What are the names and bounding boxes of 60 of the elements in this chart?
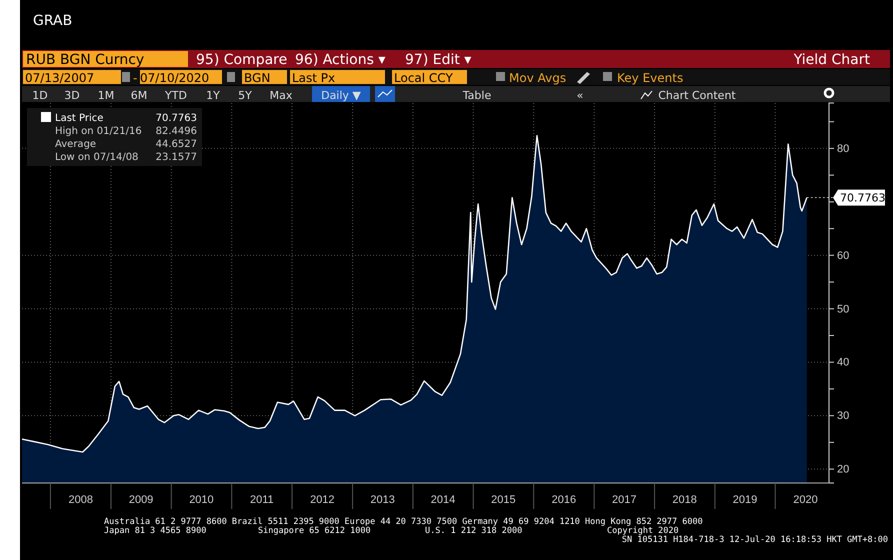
x-tick-label: 2011 xyxy=(250,494,274,506)
text: - xyxy=(133,71,138,85)
text: 95) Compare xyxy=(196,52,288,68)
text: Daily ▼ xyxy=(321,89,362,102)
text: Mov Avgs xyxy=(509,71,566,85)
chart-title: GRAB xyxy=(33,13,72,29)
text: 96) Actions ▾ xyxy=(295,52,386,68)
x-tick-label: 2017 xyxy=(612,494,637,506)
text: RUB BGN Curncy xyxy=(26,52,144,68)
text: Local CCY xyxy=(394,71,454,85)
legend-label: Last Price xyxy=(55,113,104,124)
text: Max xyxy=(270,89,293,102)
text: SN 105131 H184-718-3 12-Jul-20 16:18:53 HKT GMT+8:00 xyxy=(622,535,888,545)
annotation: 70.7763 xyxy=(156,113,197,124)
text: 07/10/2020 xyxy=(140,71,210,85)
text: 70.7763 xyxy=(840,192,886,205)
text: Singapore 65 6212 1000 xyxy=(258,526,371,536)
text: YTD xyxy=(164,89,187,102)
text: BGN xyxy=(244,71,270,85)
x-tick-label: 2008 xyxy=(68,494,93,506)
annotation: 82.4496 xyxy=(156,126,197,137)
x-tick-label: 2015 xyxy=(491,494,516,506)
x-tick-label: 2020 xyxy=(793,494,818,506)
text: 3D xyxy=(64,89,80,102)
x-tick-label: 2019 xyxy=(732,494,758,506)
y-tick-label: 80 xyxy=(837,142,850,155)
x-tick-label: 2018 xyxy=(672,494,697,506)
y-tick-label: 40 xyxy=(837,356,850,369)
text: 6M xyxy=(130,89,148,102)
text: Last Px xyxy=(292,71,336,85)
y-tick-label: 60 xyxy=(837,250,850,262)
text: Japan 81 3 4565 8900 xyxy=(104,526,206,536)
x-tick-label: 2014 xyxy=(430,494,456,506)
text: 5Y xyxy=(238,89,252,102)
x-tick-label: 2009 xyxy=(128,494,154,506)
x-tick-label: 2010 xyxy=(189,494,214,506)
annotation: Average xyxy=(55,139,96,150)
text: 1M xyxy=(98,89,114,102)
text: Yield Chart xyxy=(792,52,870,68)
x-tick-label: 2016 xyxy=(552,494,576,506)
text: 1Y xyxy=(206,89,220,102)
text: 07/13/2007 xyxy=(25,71,94,85)
x-tick-label: 2012 xyxy=(310,494,335,506)
annotation: High on 01/21/16 xyxy=(55,126,142,137)
x-tick-label: 2013 xyxy=(370,494,395,506)
y-tick-label: 30 xyxy=(837,410,850,422)
text: Chart Content xyxy=(658,89,736,102)
text: Key Events xyxy=(617,71,684,85)
text: Australia 61 2 9777 8600 Brazil 5511 2395 9000 Europe 44 20 7330 7500 Germany 49 69 9204 1210 Hong Kong 852 2977 6000 xyxy=(104,517,703,527)
text: Copyright 2020 xyxy=(607,526,679,536)
text: Table xyxy=(462,89,492,102)
annotation: 44.6527 xyxy=(156,139,197,150)
annotation: 23.1577 xyxy=(156,152,197,163)
annotation: Low on 07/14/08 xyxy=(55,152,138,163)
text: 97) Edit ▾ xyxy=(405,52,472,68)
text: « xyxy=(576,89,584,102)
text: 1D xyxy=(32,89,48,102)
y-tick-label: 50 xyxy=(837,303,850,316)
y-tick-label: 20 xyxy=(837,464,850,476)
text: U.S. 1 212 318 2000 xyxy=(425,526,522,536)
